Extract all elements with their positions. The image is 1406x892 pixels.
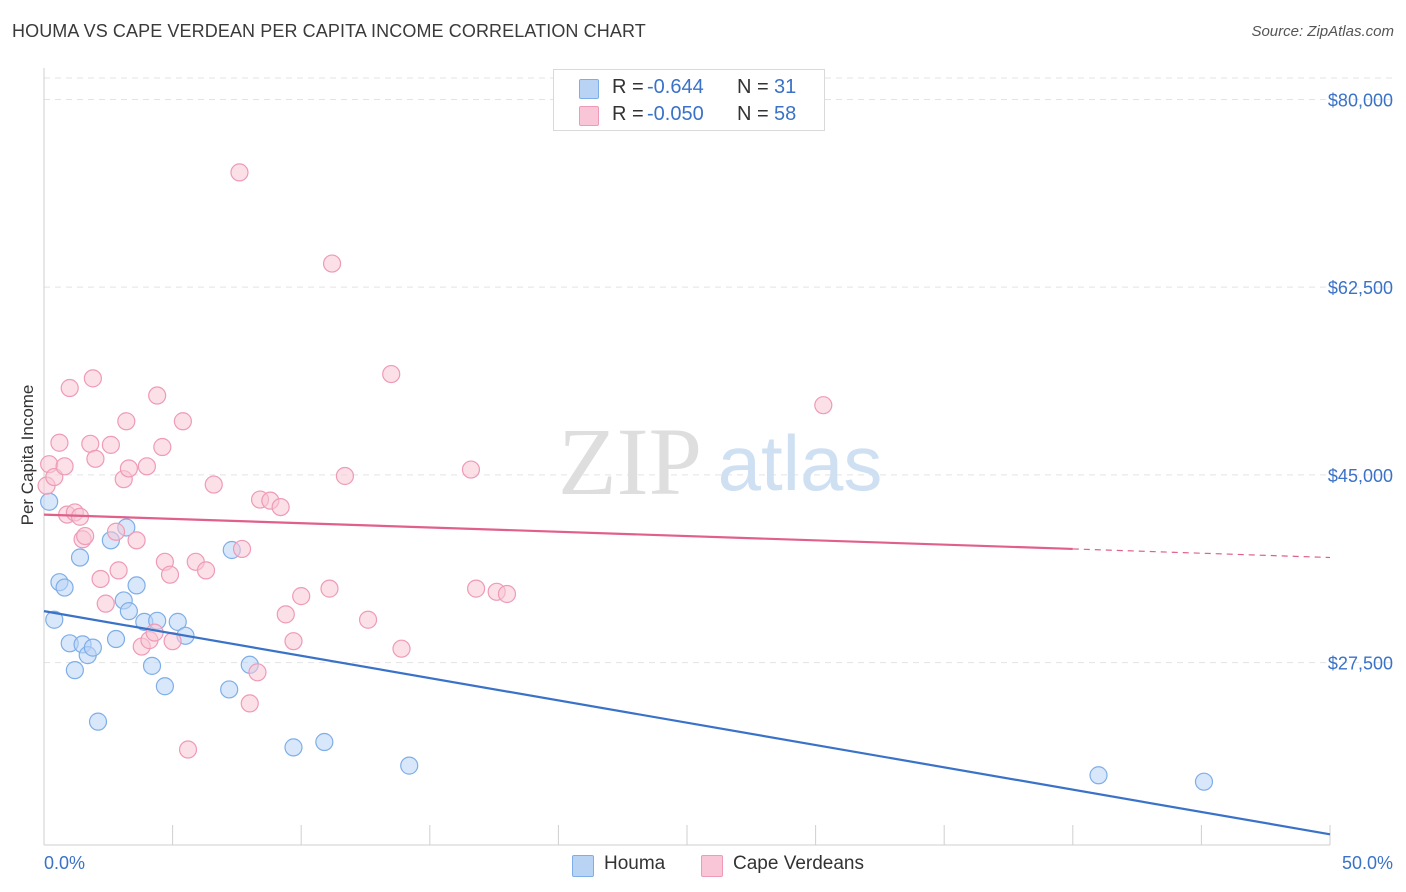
cape-verdean-point xyxy=(240,694,259,713)
cape-verdean-point xyxy=(81,434,100,453)
x-tick-label-right: 50.0% xyxy=(1342,853,1393,873)
houma-point xyxy=(65,661,84,680)
legend-r-value: -0.050 xyxy=(647,103,704,125)
houma-point xyxy=(119,602,138,621)
houma-point xyxy=(168,612,187,631)
bottom-swatch-houma xyxy=(572,855,594,877)
cape-verdean-point xyxy=(196,561,216,580)
houma-point xyxy=(1089,766,1108,785)
cape-verdean-trend-extension xyxy=(1072,548,1331,559)
y-tick-label: $62,500 xyxy=(1328,278,1393,298)
x-tick-label-left: 0.0% xyxy=(44,853,85,873)
houma-point xyxy=(1194,772,1214,791)
houma-point xyxy=(400,756,419,775)
cape-verdean-trend-line xyxy=(43,513,1073,551)
legend-n-label: N = xyxy=(737,76,769,98)
houma-point xyxy=(40,492,59,511)
y-tick-label: $45,000 xyxy=(1328,466,1393,486)
cape-verdean-point xyxy=(248,663,267,682)
tick-label-layer: $80,000 $62,500 $45,000 $27,500 0.0% 50.0% xyxy=(44,90,1393,873)
legend-r-label: R = xyxy=(612,103,644,125)
bottom-swatch-cape xyxy=(701,855,723,877)
cape-verdean-point xyxy=(101,435,120,454)
houma-point xyxy=(284,738,303,757)
watermark-zip: ZIP xyxy=(558,408,702,515)
cape-verdean-point xyxy=(178,740,198,759)
cape-verdean-point xyxy=(230,163,249,182)
cape-verdean-point xyxy=(814,396,833,415)
houma-point xyxy=(127,576,146,595)
cape-verdean-point xyxy=(232,539,252,559)
points-layer xyxy=(37,163,1214,791)
houma-point xyxy=(55,578,74,597)
bottom-legend-label: Cape Verdeans xyxy=(733,853,864,874)
cape-verdean-point xyxy=(358,610,378,629)
houma-point xyxy=(220,680,239,699)
cape-verdean-point xyxy=(91,569,110,589)
legend-r-label: R = xyxy=(612,76,644,98)
legend-n-value: 58 xyxy=(774,103,797,125)
houma-point xyxy=(88,712,108,731)
cape-verdean-point xyxy=(76,526,95,546)
cape-verdean-point xyxy=(50,433,69,452)
cape-verdean-point xyxy=(276,605,295,624)
houma-trend-line xyxy=(43,610,1331,836)
legend-swatch-cape xyxy=(579,106,599,126)
cape-verdean-point xyxy=(106,522,126,541)
houma-point xyxy=(142,656,162,675)
legend-n-value: 31 xyxy=(774,76,797,98)
cape-verdean-point xyxy=(148,386,167,405)
cape-verdean-point xyxy=(292,587,311,606)
cape-verdean-point xyxy=(119,459,138,478)
cape-verdean-point xyxy=(335,466,355,486)
cape-verdean-point xyxy=(137,457,156,476)
cape-verdean-point xyxy=(127,531,146,550)
houma-point xyxy=(45,610,64,629)
cape-verdean-point xyxy=(86,449,105,468)
cape-verdean-point xyxy=(497,584,517,604)
y-tick-label: $80,000 xyxy=(1328,90,1393,110)
legend-r-value: -0.644 xyxy=(647,76,704,98)
cape-verdean-point xyxy=(322,254,342,273)
cape-verdean-point xyxy=(145,623,164,642)
legend-n-label: N = xyxy=(737,103,769,125)
cape-verdean-point xyxy=(392,639,411,658)
houma-point xyxy=(83,638,102,657)
chart-title: HOUMA VS CAPE VERDEAN PER CAPITA INCOME … xyxy=(12,21,646,41)
cape-verdean-point xyxy=(153,437,172,457)
correlation-legend: R = -0.644 N = 31 R = -0.050 N = 58 xyxy=(553,69,825,131)
cape-verdean-point xyxy=(382,364,401,384)
trend-layer xyxy=(43,513,1331,836)
cape-verdean-point xyxy=(173,412,192,431)
axis-layer xyxy=(43,68,1331,846)
cape-verdean-point xyxy=(461,460,481,479)
cape-verdean-point xyxy=(320,579,339,598)
cape-verdean-point xyxy=(204,475,223,494)
cape-verdean-point xyxy=(117,412,136,431)
watermark-atlas: atlas xyxy=(718,419,883,507)
y-tick-label: $27,500 xyxy=(1328,654,1393,674)
cape-verdean-point xyxy=(55,457,74,476)
grid-layer xyxy=(44,77,1394,664)
cape-verdean-point xyxy=(109,561,128,580)
source-label: Source: ZipAtlas.com xyxy=(1251,23,1394,40)
houma-point xyxy=(70,548,90,567)
bottom-legend-label: Houma xyxy=(604,853,666,874)
cape-verdean-point xyxy=(60,378,79,398)
cape-verdean-point xyxy=(466,579,486,598)
cape-verdean-point xyxy=(160,565,180,584)
cape-verdean-point xyxy=(96,594,115,613)
legend-row-cape: R = -0.050 N = 58 xyxy=(554,101,824,127)
cape-verdean-point xyxy=(271,497,290,517)
watermark: ZIP atlas xyxy=(558,408,882,515)
cape-verdean-point xyxy=(83,369,102,388)
legend-row-houma: R = -0.644 N = 31 xyxy=(554,74,824,100)
houma-point xyxy=(155,677,174,696)
houma-point xyxy=(106,629,126,649)
houma-point xyxy=(315,732,334,752)
legend-swatch-houma xyxy=(579,79,599,99)
cape-verdean-point xyxy=(284,632,303,651)
